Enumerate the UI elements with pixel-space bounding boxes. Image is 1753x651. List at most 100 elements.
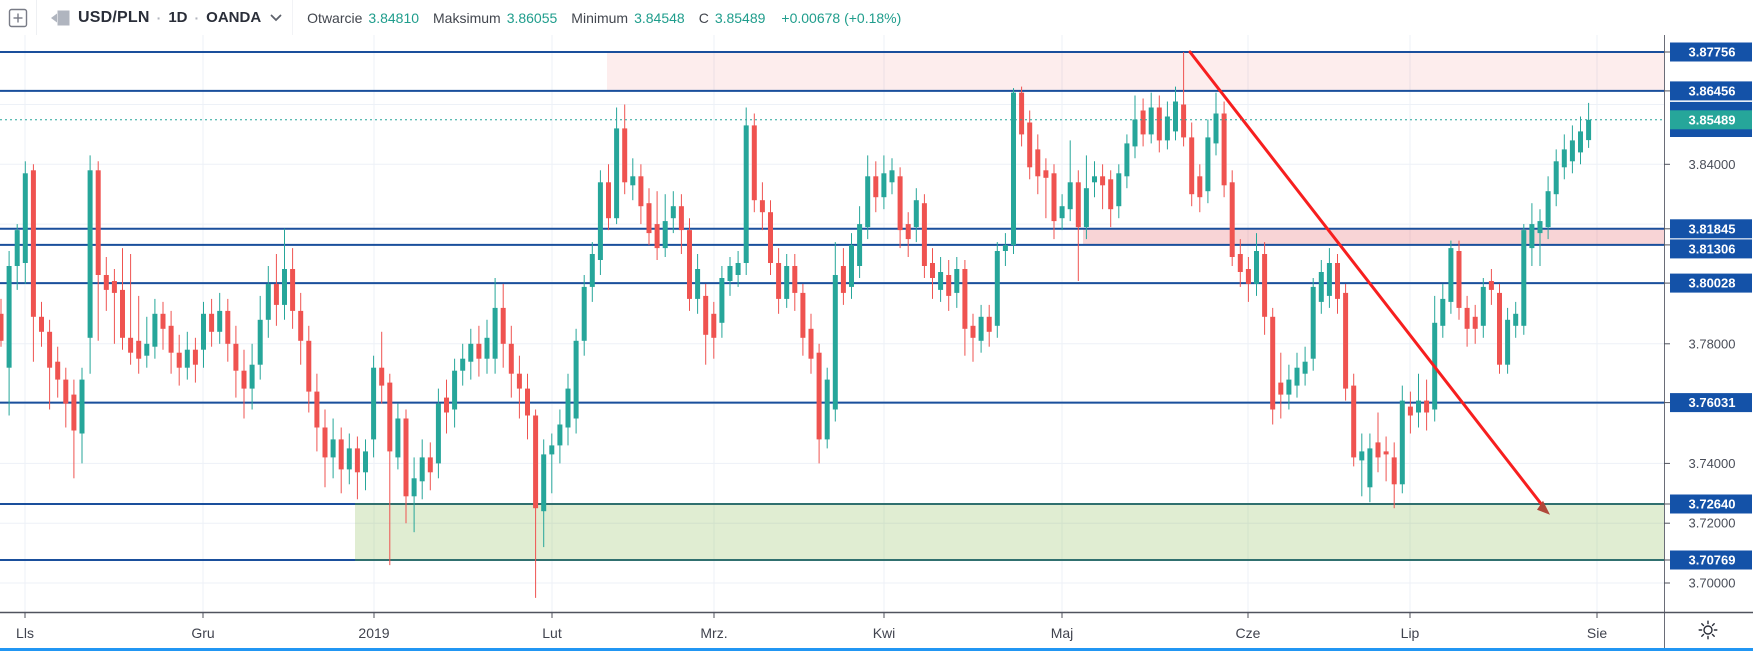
price-level-badge[interactable] bbox=[1670, 550, 1752, 570]
price-level-badge-label: 3.72640 bbox=[1689, 497, 1736, 512]
candle bbox=[1553, 161, 1559, 195]
candle bbox=[1407, 406, 1413, 416]
candle bbox=[1181, 104, 1187, 138]
candle bbox=[1391, 457, 1397, 485]
add-compare-button[interactable] bbox=[0, 0, 37, 35]
price-level-badge-label: 3.80028 bbox=[1689, 276, 1736, 291]
interval-label: 1D bbox=[168, 9, 188, 26]
candle bbox=[1286, 379, 1292, 395]
price-level-badge[interactable] bbox=[1670, 42, 1752, 62]
low-value: 3.84548 bbox=[634, 9, 685, 26]
close-label: C bbox=[698, 9, 709, 26]
chevron-down-icon bbox=[270, 14, 282, 22]
symbol-switcher[interactable]: USD/PLN · 1D · OANDA bbox=[37, 0, 294, 35]
candle bbox=[897, 176, 903, 231]
candle bbox=[1262, 254, 1268, 317]
month-label: Lut bbox=[542, 625, 562, 641]
candle bbox=[314, 391, 320, 428]
candle bbox=[759, 200, 765, 213]
candle bbox=[79, 379, 85, 434]
candle bbox=[468, 343, 474, 362]
month-label: Lip bbox=[1401, 625, 1420, 641]
candle bbox=[597, 182, 603, 260]
candle bbox=[241, 370, 247, 389]
candle bbox=[1245, 269, 1251, 284]
chart-toolbar: USD/PLN · 1D · OANDA Otwarcie 3.84810 Ma… bbox=[0, 0, 1753, 35]
candle bbox=[338, 439, 344, 470]
candle bbox=[0, 313, 4, 341]
price-level-badge[interactable] bbox=[1670, 219, 1752, 239]
candle bbox=[136, 340, 142, 359]
candle bbox=[1416, 400, 1421, 413]
candle bbox=[152, 313, 158, 347]
current-price-badge[interactable] bbox=[1670, 110, 1752, 130]
candle bbox=[322, 427, 328, 458]
candle bbox=[1197, 176, 1203, 198]
candle bbox=[306, 340, 312, 392]
candle bbox=[411, 478, 417, 497]
candle bbox=[784, 266, 790, 299]
trend-line[interactable] bbox=[1188, 50, 1547, 511]
candle bbox=[638, 176, 644, 207]
candle bbox=[476, 343, 482, 359]
month-label: Cze bbox=[1236, 625, 1261, 641]
candle bbox=[500, 307, 506, 344]
candle bbox=[1464, 307, 1470, 329]
candle bbox=[695, 269, 701, 299]
price-tick-label: 3.78000 bbox=[1689, 336, 1736, 351]
price-level-badge[interactable] bbox=[1670, 239, 1752, 259]
support-zone-lower[interactable] bbox=[355, 504, 1664, 560]
month-label: Lls bbox=[16, 625, 34, 641]
price-level-badge[interactable] bbox=[1670, 81, 1752, 101]
candle bbox=[282, 269, 287, 305]
candle bbox=[387, 382, 393, 452]
price-tick-label: 3.72000 bbox=[1689, 516, 1736, 531]
price-level-badge[interactable] bbox=[1670, 494, 1752, 514]
resistance-zone-upper[interactable] bbox=[607, 52, 1664, 91]
candle bbox=[1116, 173, 1122, 207]
candle bbox=[1497, 292, 1502, 365]
candle bbox=[371, 367, 377, 440]
candle bbox=[379, 367, 385, 386]
candle bbox=[1254, 251, 1259, 284]
candle bbox=[541, 454, 547, 512]
resistance-zone-mid[interactable] bbox=[1083, 228, 1664, 245]
candle bbox=[735, 263, 741, 275]
candle bbox=[913, 200, 919, 228]
sun-icon[interactable] bbox=[1691, 617, 1725, 643]
provider-label: OANDA bbox=[206, 9, 262, 26]
candle bbox=[1156, 107, 1162, 141]
candle bbox=[144, 343, 150, 356]
candlestick-chart[interactable]: 3.84000 3.78000 3.74000 3.72000 3.70000 3.877… bbox=[0, 35, 1753, 651]
candle bbox=[565, 388, 571, 428]
candle bbox=[1059, 206, 1065, 219]
candle bbox=[525, 388, 530, 416]
candle bbox=[290, 269, 296, 311]
candle bbox=[654, 224, 660, 249]
price-level-badge[interactable] bbox=[1670, 393, 1752, 413]
candle bbox=[346, 448, 352, 470]
candle bbox=[533, 415, 539, 509]
candle bbox=[889, 170, 895, 183]
candle bbox=[1480, 286, 1486, 326]
candle bbox=[662, 221, 668, 249]
candle bbox=[1051, 173, 1057, 222]
high-label: Maksimum bbox=[433, 9, 501, 26]
candle bbox=[184, 349, 190, 368]
candle bbox=[1537, 221, 1543, 234]
candle bbox=[1505, 319, 1511, 365]
candle bbox=[1399, 400, 1405, 485]
price-level-badge[interactable] bbox=[1670, 273, 1752, 293]
candle bbox=[792, 266, 798, 293]
candle bbox=[39, 316, 44, 332]
candle bbox=[581, 286, 587, 341]
candle bbox=[1578, 131, 1583, 153]
candle bbox=[6, 266, 12, 368]
price-level-badge-label: 3.76031 bbox=[1689, 395, 1736, 410]
candles-series bbox=[0, 52, 1592, 598]
candle bbox=[30, 170, 36, 317]
candle bbox=[201, 313, 206, 350]
candle bbox=[622, 128, 628, 183]
candle bbox=[95, 170, 101, 275]
